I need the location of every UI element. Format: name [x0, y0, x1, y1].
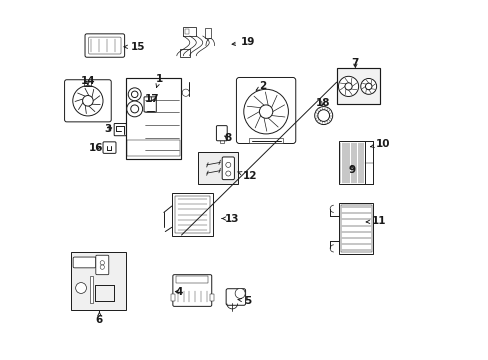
Text: 16: 16: [89, 143, 103, 153]
FancyBboxPatch shape: [172, 275, 211, 306]
Text: 19: 19: [232, 37, 255, 48]
Text: 14: 14: [81, 76, 95, 86]
Bar: [339, 203, 373, 254]
Text: 7: 7: [351, 58, 358, 68]
Circle shape: [100, 261, 104, 265]
FancyBboxPatch shape: [144, 97, 156, 112]
Bar: [185, 29, 189, 34]
FancyBboxPatch shape: [225, 289, 245, 305]
Bar: [338, 141, 364, 184]
Bar: [170, 294, 175, 301]
Text: 15: 15: [124, 42, 144, 52]
Circle shape: [344, 83, 351, 90]
Bar: [219, 139, 224, 143]
Circle shape: [126, 101, 142, 117]
Circle shape: [128, 88, 141, 101]
Text: 2: 2: [256, 81, 266, 91]
Circle shape: [259, 105, 272, 118]
Circle shape: [100, 265, 104, 269]
Text: 5: 5: [238, 296, 250, 306]
Text: 8: 8: [224, 133, 231, 143]
Bar: [176, 276, 208, 283]
Circle shape: [82, 95, 93, 106]
Bar: [340, 205, 371, 252]
Text: 18: 18: [315, 98, 329, 108]
Text: 17: 17: [145, 94, 159, 104]
Bar: [174, 196, 210, 233]
Circle shape: [365, 83, 371, 90]
FancyBboxPatch shape: [103, 142, 116, 153]
Bar: [336, 68, 380, 104]
Circle shape: [182, 89, 189, 96]
Circle shape: [76, 283, 86, 293]
Circle shape: [317, 110, 329, 121]
Circle shape: [338, 76, 358, 96]
Bar: [179, 49, 190, 57]
FancyBboxPatch shape: [64, 80, 111, 122]
Text: 4: 4: [175, 287, 183, 297]
Circle shape: [244, 89, 288, 134]
Text: 10: 10: [370, 139, 390, 149]
Bar: [204, 28, 211, 38]
Bar: [183, 27, 196, 36]
Text: 6: 6: [96, 312, 103, 325]
Circle shape: [130, 105, 139, 113]
Bar: [84, 81, 91, 86]
FancyBboxPatch shape: [236, 77, 295, 144]
Text: 12: 12: [237, 171, 257, 181]
Bar: [171, 193, 213, 236]
Circle shape: [314, 107, 332, 125]
Circle shape: [225, 171, 230, 176]
Bar: [148, 111, 152, 115]
FancyBboxPatch shape: [88, 37, 121, 54]
FancyBboxPatch shape: [96, 255, 108, 275]
Bar: [127, 140, 179, 156]
Circle shape: [73, 86, 103, 116]
Bar: [197, 152, 238, 184]
Circle shape: [360, 78, 376, 94]
FancyBboxPatch shape: [85, 34, 124, 57]
Bar: [209, 294, 213, 301]
FancyBboxPatch shape: [222, 157, 234, 180]
Bar: [248, 138, 283, 143]
Text: 1: 1: [155, 74, 163, 87]
Circle shape: [235, 288, 244, 298]
Bar: [89, 276, 93, 303]
Text: 9: 9: [347, 165, 355, 175]
FancyBboxPatch shape: [73, 257, 96, 268]
Text: 3: 3: [104, 123, 112, 134]
FancyBboxPatch shape: [114, 123, 126, 136]
Circle shape: [131, 91, 138, 98]
Circle shape: [225, 162, 230, 167]
Bar: [125, 78, 181, 159]
FancyBboxPatch shape: [216, 126, 227, 141]
Text: 13: 13: [222, 213, 239, 224]
Text: 11: 11: [366, 216, 386, 226]
Bar: [71, 252, 126, 310]
